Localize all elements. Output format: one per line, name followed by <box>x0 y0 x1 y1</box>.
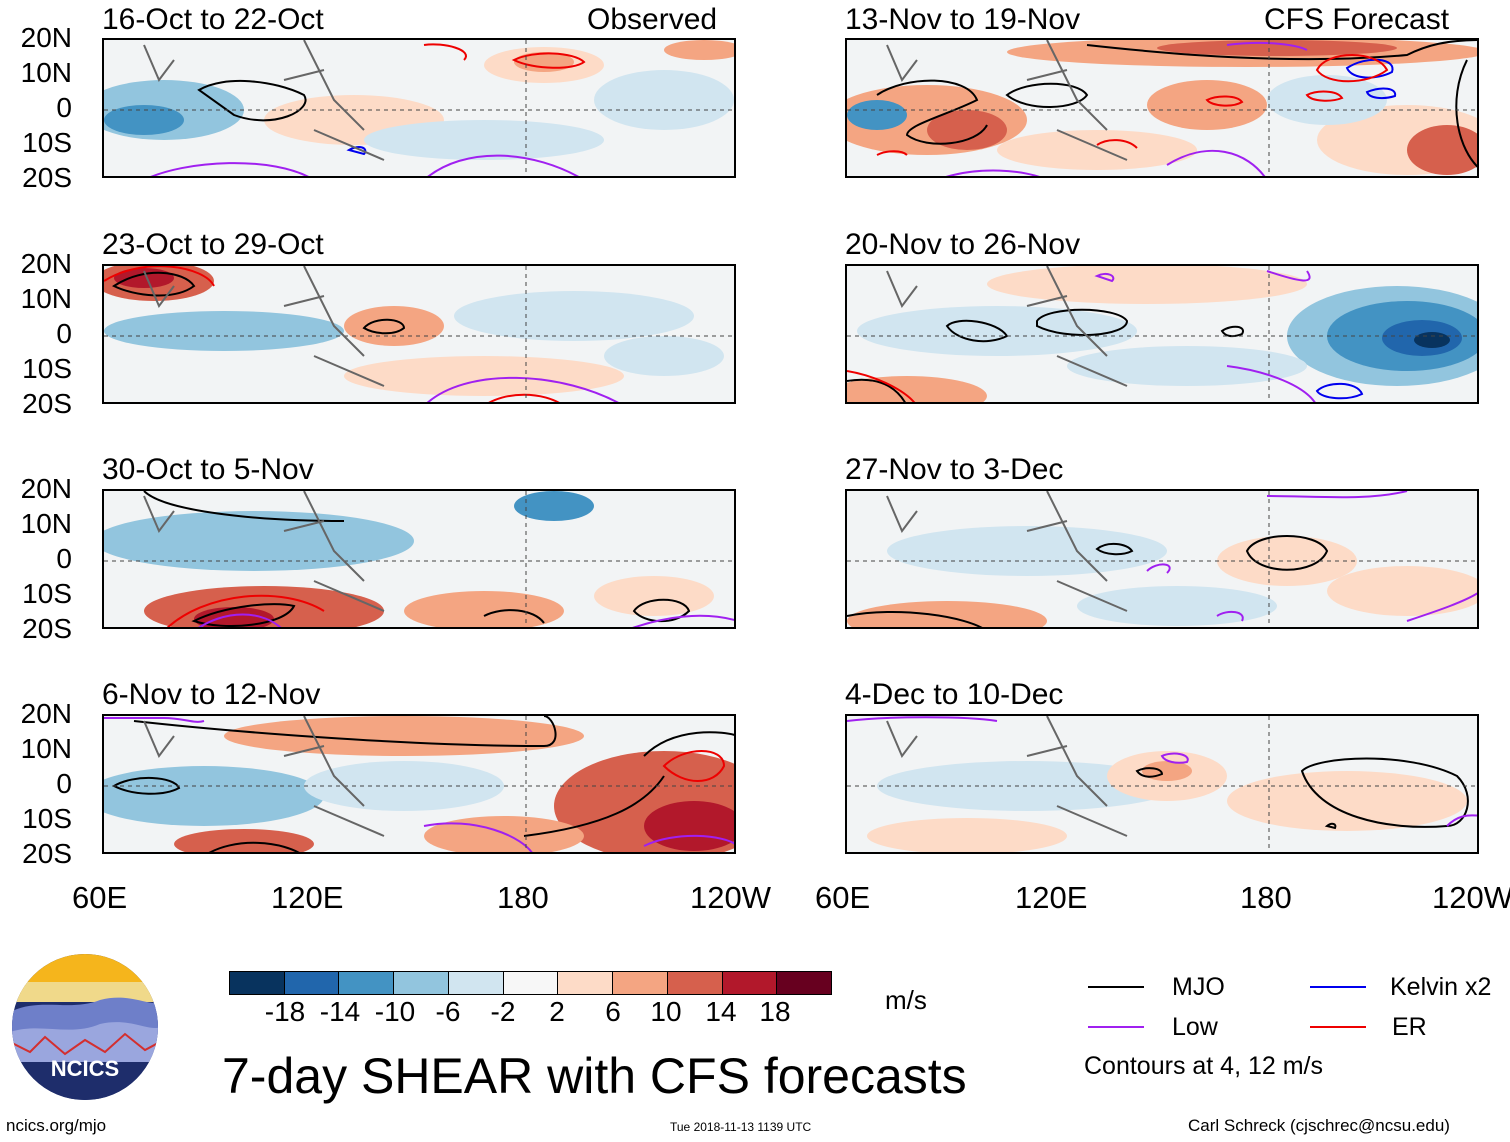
panel-title-right-2: 20-Nov to 26-Nov <box>845 228 1081 261</box>
lat-label: 10S <box>22 578 72 609</box>
panel-title-left-1: 16-Oct to 22-Oct <box>102 3 324 36</box>
colorbar-tick: 6 <box>605 996 621 1027</box>
low-legend-label: Low <box>1172 1013 1218 1041</box>
lat-label: 0 <box>56 318 72 349</box>
colorbar-swatch <box>339 972 395 994</box>
lon-label-left-120e: 120E <box>271 880 344 915</box>
lon-label-right-60e: 60E <box>815 880 871 915</box>
map-panel-left-4 <box>102 714 736 854</box>
shear-field <box>104 40 734 176</box>
units-label: m/s <box>885 985 927 1015</box>
panel-title-left-4: 6-Nov to 12-Nov <box>102 678 321 711</box>
lat-label: 20N <box>20 473 72 504</box>
shear-field <box>847 40 1477 176</box>
lat-label: 20N <box>20 248 72 279</box>
lat-label: 10N <box>20 283 72 314</box>
shear-field <box>847 266 1477 402</box>
shear-field <box>104 491 734 627</box>
lat-label: 20S <box>22 162 72 193</box>
logo-graphic: NCICS <box>12 954 158 1100</box>
author-credit: Carl Schreck (cjschrec@ncsu.edu) <box>1188 1116 1450 1135</box>
colorbar-swatch <box>558 972 614 994</box>
ncics-logo: NCICS <box>10 952 160 1102</box>
panel-title-left-3: 30-Oct to 5-Nov <box>102 453 314 486</box>
lat-label: 0 <box>56 543 72 574</box>
colorbar-swatch <box>722 972 778 994</box>
shear-field <box>847 716 1477 852</box>
panel-title-right-3: 27-Nov to 3-Dec <box>845 453 1064 486</box>
lon-label-right-120e: 120E <box>1015 880 1088 915</box>
main-title: 7-day SHEAR with CFS forecasts <box>222 1048 967 1104</box>
lat-label: 10S <box>22 803 72 834</box>
colorbar-tick: 14 <box>705 996 737 1027</box>
lon-label-right-180: 180 <box>1240 880 1292 915</box>
colorbar-swatch <box>394 972 449 994</box>
colorbar-tick: -10 <box>374 996 416 1027</box>
site-link[interactable]: ncics.org/mjo <box>6 1116 107 1135</box>
lat-label: 10N <box>20 733 72 764</box>
colorbar-swatch <box>448 972 504 994</box>
contour-note: Contours at 4, 12 m/s <box>1084 1052 1324 1080</box>
lat-label: 20S <box>22 613 72 644</box>
shear-field <box>104 716 734 852</box>
mjo-legend-line <box>1088 986 1144 988</box>
panel-title-right-4: 4-Dec to 10-Dec <box>845 678 1064 711</box>
map-panel-right-2 <box>845 264 1479 404</box>
timestamp: Tue 2018-11-13 1139 UTC <box>670 1120 812 1134</box>
colorbar-swatch <box>613 972 668 994</box>
panel-title-right-1: 13-Nov to 19-Nov <box>845 3 1081 36</box>
colorbar-tick: 18 <box>759 996 791 1027</box>
colorbar <box>229 971 832 995</box>
low-legend-line <box>1088 1026 1144 1028</box>
lat-label: 20N <box>20 698 72 729</box>
er-legend-line <box>1310 1026 1366 1028</box>
shear-field <box>847 491 1477 627</box>
lon-label-right-120w: 120W <box>1432 880 1510 915</box>
logo-text: NCICS <box>51 1056 119 1081</box>
lon-label-left-120w: 120W <box>690 880 771 915</box>
lat-label: 10S <box>22 127 72 158</box>
map-panel-right-4 <box>845 714 1479 854</box>
kelvin-legend-label: Kelvin x2 <box>1390 973 1492 1001</box>
panel-title-left-2: 23-Oct to 29-Oct <box>102 228 324 261</box>
lat-label: 20S <box>22 388 72 419</box>
lon-label-left-60e: 60E <box>72 880 128 915</box>
colorbar-tick: -6 <box>435 996 461 1027</box>
colorbar-tick: -18 <box>264 996 306 1027</box>
map-panel-right-3 <box>845 489 1479 629</box>
map-panel-left-2 <box>102 264 736 404</box>
colorbar-swatch <box>777 972 832 994</box>
colorbar-swatch <box>284 972 340 994</box>
observed-label: Observed <box>587 3 718 36</box>
colorbar-tick: 2 <box>549 996 565 1027</box>
colorbar-tick: 10 <box>650 996 682 1027</box>
lat-label: 0 <box>56 92 72 123</box>
lat-label: 10S <box>22 353 72 384</box>
lat-label: 20N <box>20 22 72 53</box>
map-panel-left-1 <box>102 38 736 178</box>
lat-label: 10N <box>20 57 72 88</box>
colorbar-swatch <box>667 972 723 994</box>
mjo-legend-label: MJO <box>1172 973 1225 1001</box>
lat-label: 10N <box>20 508 72 539</box>
er-legend-label: ER <box>1392 1013 1427 1041</box>
map-panel-right-1 <box>845 38 1479 178</box>
map-panel-left-3 <box>102 489 736 629</box>
colorbar-swatch <box>503 972 559 994</box>
kelvin-legend-line <box>1310 986 1366 988</box>
lat-label: 20S <box>22 838 72 869</box>
cfs-forecast-label: CFS Forecast <box>1264 3 1450 36</box>
colorbar-tick: -14 <box>319 996 361 1027</box>
lat-label: 0 <box>56 768 72 799</box>
colorbar-tick: -2 <box>490 996 516 1027</box>
lon-label-left-180: 180 <box>497 880 549 915</box>
colorbar-swatch <box>230 972 285 994</box>
shear-field <box>104 266 734 402</box>
